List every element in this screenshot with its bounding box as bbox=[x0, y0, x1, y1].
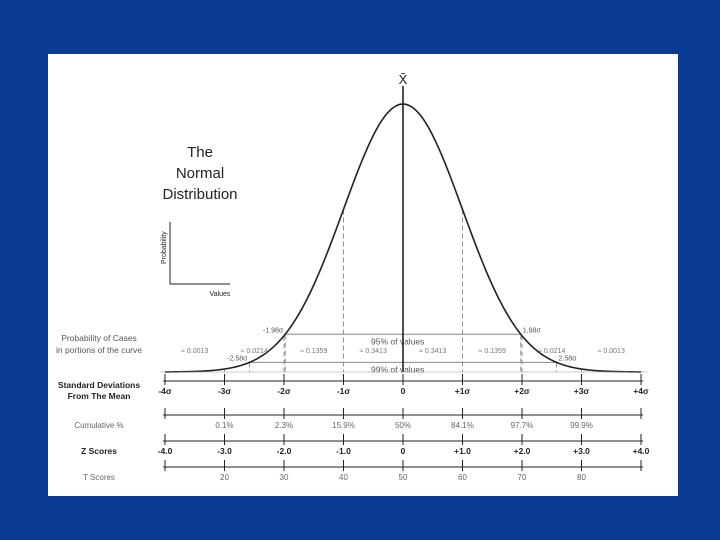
inset-xlabel: Values bbox=[210, 291, 231, 298]
band-label-left: -1.98σ bbox=[263, 327, 284, 334]
row-label: Cumulative % bbox=[74, 421, 123, 430]
diagram-card: -1.98σ 1.98σ 95% of values -2.58σ 2.58σ 99% o… bbox=[48, 54, 678, 496]
mean-symbol: X̄ bbox=[399, 72, 408, 87]
row-value: +4.0 bbox=[633, 446, 650, 456]
row-value: -4.0 bbox=[158, 446, 173, 456]
title-line-1: The bbox=[187, 144, 213, 161]
row-label: From The Mean bbox=[68, 391, 131, 401]
probability-value: ≈ 0.3413 bbox=[360, 348, 387, 355]
row-value: -2.0 bbox=[277, 446, 292, 456]
probability-value: ≈ 0.3413 bbox=[419, 348, 446, 355]
row-value: +2.0 bbox=[514, 446, 531, 456]
confidence-bands: -1.98σ 1.98σ 95% of values -2.58σ 2.58σ 99% o… bbox=[227, 327, 577, 374]
normal-distribution-diagram: -1.98σ 1.98σ 95% of values -2.58σ 2.58σ 99% o… bbox=[56, 72, 650, 482]
row-value: 0.1% bbox=[215, 421, 233, 430]
row-value: -1σ bbox=[337, 386, 351, 396]
row-value: 84.1% bbox=[451, 421, 474, 430]
probability-value: ≈ 0.1359 bbox=[300, 348, 327, 355]
probability-value: ≈ 0.0214 bbox=[538, 348, 565, 355]
row-value: 50% bbox=[395, 421, 411, 430]
row-value: -4σ bbox=[158, 386, 172, 396]
row-value: 80 bbox=[577, 473, 586, 482]
row-value: 2.3% bbox=[275, 421, 293, 430]
row-value: 50 bbox=[399, 473, 408, 482]
row-value: +3.0 bbox=[573, 446, 590, 456]
row-value: 30 bbox=[280, 473, 289, 482]
row-label: T Scores bbox=[83, 473, 115, 482]
inset-ylabel: Probability bbox=[161, 231, 168, 264]
row-value: 15.9% bbox=[332, 421, 355, 430]
row-label: Z Scores bbox=[81, 446, 117, 456]
row-value: 0 bbox=[401, 446, 406, 456]
row-label: Standard Deviations bbox=[58, 380, 140, 390]
row-value: -1.0 bbox=[336, 446, 351, 456]
row-value: +4σ bbox=[633, 386, 649, 396]
row-value: 70 bbox=[518, 473, 527, 482]
probability-heading: Probability of Cases in portions of the … bbox=[56, 333, 142, 355]
axes-inset: Probability Values bbox=[161, 222, 231, 298]
row-value: 0 bbox=[401, 386, 406, 396]
row-value: 97.7% bbox=[511, 421, 534, 430]
diagram-title: The Normal Distribution bbox=[162, 144, 237, 203]
band-label-left: -2.58σ bbox=[227, 355, 248, 362]
row-value: 40 bbox=[339, 473, 348, 482]
band-text: 95% of values bbox=[371, 336, 424, 346]
title-line-2: Normal bbox=[176, 165, 224, 182]
band-label-right: 2.58σ bbox=[559, 355, 578, 362]
title-line-3: Distribution bbox=[162, 186, 237, 203]
band-text: 99% of values bbox=[371, 364, 424, 374]
probability-value: ≈ 0.0013 bbox=[598, 348, 625, 355]
probability-heading-line-1: Probability of Cases bbox=[61, 333, 137, 343]
probability-value: ≈ 0.1359 bbox=[479, 348, 506, 355]
row-value: 20 bbox=[220, 473, 229, 482]
row-value: -3.0 bbox=[217, 446, 232, 456]
band-label-right: 1.98σ bbox=[523, 327, 542, 334]
probability-value: ≈ 0.0013 bbox=[181, 348, 208, 355]
probability-heading-line-2: in portions of the curve bbox=[56, 345, 142, 355]
row-value: -3σ bbox=[218, 386, 232, 396]
row-value: +2σ bbox=[514, 386, 530, 396]
row-value: -2σ bbox=[277, 386, 291, 396]
row-value: +1.0 bbox=[454, 446, 471, 456]
row-value: 60 bbox=[458, 473, 467, 482]
row-value: +3σ bbox=[574, 386, 590, 396]
probability-values: ≈ 0.0013 ≈ 0.0214 ≈ 0.1359 ≈ 0.3413 ≈ 0.3413… bbox=[181, 348, 625, 355]
probability-value: ≈ 0.0214 bbox=[241, 348, 268, 355]
row-value: +1σ bbox=[455, 386, 471, 396]
row-value: 99.9% bbox=[570, 421, 593, 430]
